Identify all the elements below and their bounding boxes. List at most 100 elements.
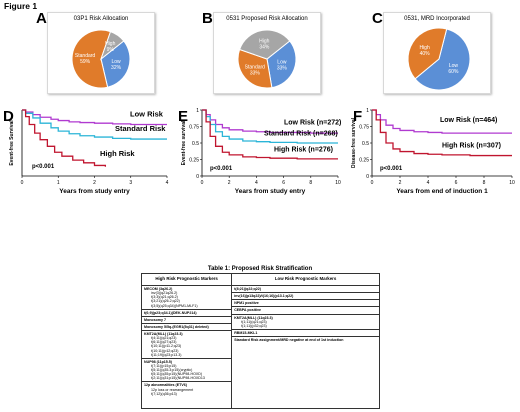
marker-item: t(4;11)(q21;q23)	[151, 336, 177, 341]
marker-item: 12p loss or rearrangement	[151, 387, 194, 392]
pie-slice-high	[238, 29, 291, 60]
pie-slice-label: Standard	[245, 64, 266, 70]
marker-item: t(3;21)(q26.2;q22)	[151, 299, 180, 304]
marker-item: t(1;11)(p32;q23)	[241, 323, 267, 328]
y-axis-label: Event-free survival	[181, 120, 187, 165]
km-curve-0	[372, 109, 512, 134]
panel-letter-a: A	[36, 10, 47, 27]
x-tick-label: 3	[129, 180, 132, 186]
pie-slice-label: High	[419, 45, 430, 51]
pie-slice-label: Low	[111, 59, 121, 65]
high-risk-cell: MECOM (3q26.2) inv(3)(q21q26.2) t(3;3)(q…	[140, 285, 233, 409]
marker-mecom: MECOM (3q26.2)	[144, 287, 173, 291]
x-tick-label: 0	[21, 180, 24, 186]
series-label: Standard Risk (n=268)	[264, 131, 338, 138]
pie-slice-label: Standard	[75, 53, 96, 59]
y-tick-label: 0.25	[189, 158, 199, 164]
x-tick-label: 8	[483, 180, 486, 186]
marker-kmt2a-low: KMT2A(MLL) (11q23.3)	[232, 313, 379, 320]
km-curve-2	[202, 109, 338, 160]
pie-slice-standard	[237, 48, 273, 89]
header-high-risk: High Risk Prognostic Markers	[140, 273, 233, 286]
marker-item: t(3;3)(q21;q26.2)	[151, 295, 178, 300]
pie-panel-a: 03P1 Risk Allocation Low 32% Standard 59% Hi…	[47, 12, 155, 94]
p-value: p<0.001	[210, 166, 233, 172]
pie-slice-label: High	[259, 38, 270, 44]
x-tick-label: 2	[228, 180, 231, 186]
pie-slice-high	[407, 27, 448, 80]
marker-item: t(10;11)(p12;q23)	[151, 348, 179, 353]
pie-slice-value: 32%	[111, 65, 122, 71]
pie-slice-value: 33%	[277, 66, 288, 72]
pie-slice-value: 34%	[259, 44, 270, 50]
p-value: p<0.001	[32, 164, 55, 170]
series-label: Standard Risk	[115, 124, 166, 133]
pie-slice-value: 60%	[448, 69, 459, 75]
panel-letter-b: B	[202, 10, 213, 27]
pie-title-c: 0531, MRD Incorporated	[404, 16, 470, 22]
km-chart-f: 1 0.75 0.5 0.25 00 2 4 6 8 10 Low Risk (n=464) High…	[351, 108, 515, 195]
marker-item: inv(3)(q21q26.2)	[151, 291, 178, 296]
marker-item: t(5;11)(q35.3;p15)(cryptic)	[151, 368, 193, 372]
x-tick-label: 6	[282, 180, 285, 186]
pie-slice-value: 59%	[80, 59, 91, 65]
y-tick-label: 0.75	[189, 125, 199, 131]
panel-letter-e: E	[178, 108, 189, 125]
y-tick-label: 0.25	[359, 158, 369, 164]
marker-item: t(1;11)(q21;q23)	[241, 319, 267, 324]
km-chart-e: 1 0.75 0.5 0.25 00 2 4 6 8 10 Low Risk (n=272) Stan…	[181, 108, 341, 195]
pie-slice-value: 33%	[250, 70, 261, 76]
marker-std-mrd: Standard Risk assignment/MRD negative at…	[232, 336, 379, 342]
panel-letter-c: C	[372, 10, 383, 27]
pie-panel-b: 0531 Proposed Risk Allocation Low 33% Stan…	[213, 12, 321, 94]
y-tick-label: 0	[366, 174, 369, 180]
series-label: High Risk (n=307)	[442, 143, 501, 150]
x-axis-label: Years from study entry	[235, 188, 306, 195]
x-tick-label: 2	[93, 180, 96, 186]
marker-kmt2a-high: KMT2A(MLL) (11q23.3)	[142, 330, 232, 336]
km-curve-2	[22, 109, 107, 167]
marker-item: t(5;11)(q35;p15)(NUP98-HOXD)	[151, 372, 203, 377]
marker-t6-9: t(6;9)(p23;q34.1)(DEK-NUP214)	[142, 308, 232, 315]
risk-stratification-table: High Risk Prognostic Markers Low Risk Pr…	[140, 273, 380, 409]
panel-letter-f: F	[353, 108, 363, 125]
km-curve-1	[372, 109, 512, 157]
x-tick-label: 0	[371, 180, 374, 186]
figure-title: Figure 1	[4, 1, 38, 11]
y-tick-label: 0	[196, 174, 199, 180]
marker-t8-21: t(8;21)(q22;q22)	[234, 287, 261, 291]
marker-rbm15: RBM15-MKL1	[232, 328, 379, 335]
km-chart-d: 0 1 2 3 4 Low Risk Standard Risk High Risk p<0.0…	[9, 109, 169, 195]
y-tick-label: 0.5	[192, 141, 199, 147]
x-tick-label: 8	[309, 180, 312, 186]
series-label: Low Risk (n=272)	[284, 120, 341, 127]
x-axis-label: Years from study entry	[59, 188, 130, 195]
pie-title-b: 0531 Proposed Risk Allocation	[226, 16, 308, 22]
x-axis-label: Years from end of induction 1	[396, 188, 488, 195]
pie-slice-low	[100, 40, 131, 88]
marker-item: t(7;11)(p15;p15)	[151, 363, 177, 368]
x-tick-label: 4	[255, 180, 258, 186]
p-value: p<0.001	[380, 166, 403, 172]
marker-monosomy7: Monosomy 7	[142, 315, 232, 322]
marker-item: t(3;5)(q25;q34)(NPM1-MLF1)	[151, 303, 198, 308]
pie-slice-standard	[71, 29, 112, 89]
panel-letter-d: D	[3, 108, 14, 125]
marker-item: t(2;11)(q31;p15)(NUP98-HOXD13	[151, 376, 205, 381]
series-label: Low Risk (n=464)	[440, 117, 497, 124]
y-tick-label: 0.5	[362, 141, 369, 147]
marker-item: t(11;19)(q23;p13.3)	[151, 352, 182, 357]
marker-item: t(7;12)(q36;p13)	[151, 391, 177, 396]
x-tick-label: 0	[201, 180, 204, 186]
marker-cebpa: CEBPA positive	[232, 306, 379, 312]
table-caption: Table 1: Proposed Risk Stratification	[207, 266, 313, 272]
x-tick-label: 4	[166, 180, 169, 186]
marker-nup98: NUP98 (11p15.5)	[142, 357, 232, 364]
x-tick-label: 6	[455, 180, 458, 186]
y-tick-label: 1	[366, 108, 369, 114]
x-tick-label: 2	[399, 180, 402, 186]
pie-slice-high	[99, 30, 125, 61]
